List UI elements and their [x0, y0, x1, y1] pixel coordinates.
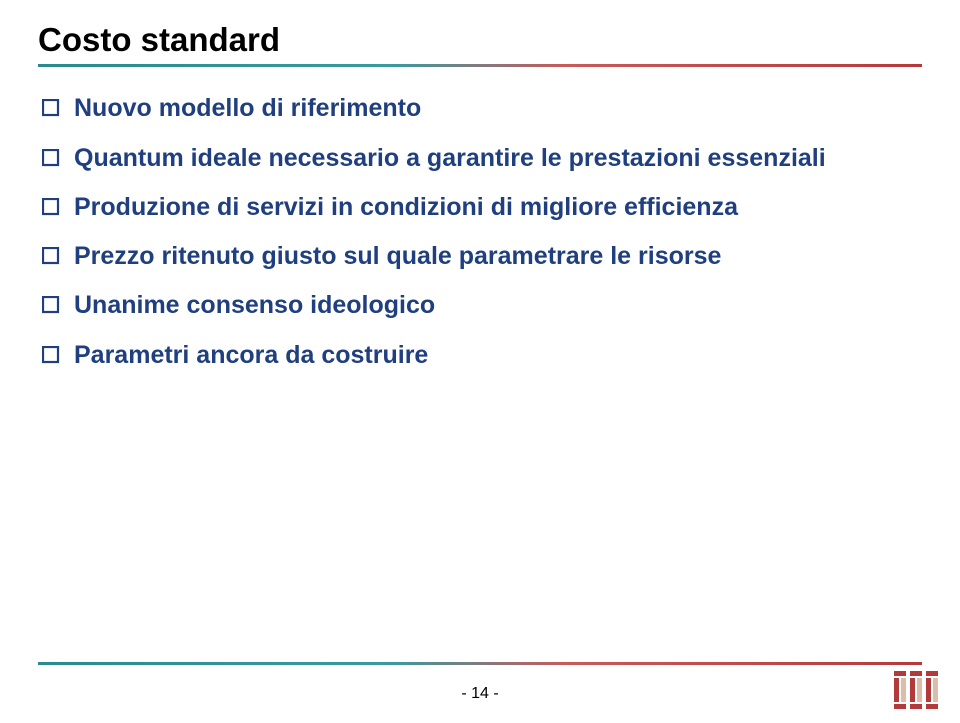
bullet-text: Parametri ancora da costruire — [74, 340, 428, 371]
logo-icon — [894, 671, 938, 709]
bullet-text: Nuovo modello di riferimento — [74, 93, 421, 124]
checkbox-bullet-icon — [42, 149, 60, 167]
list-item: Produzione di servizi in condizioni di m… — [42, 192, 922, 223]
list-item: Quantum ideale necessario a garantire le… — [42, 143, 922, 174]
bullet-text: Produzione di servizi in condizioni di m… — [74, 192, 738, 223]
bullet-list: Nuovo modello di riferimento Quantum ide… — [38, 93, 922, 371]
checkbox-bullet-icon — [42, 247, 60, 265]
title-wrap: Costo standard — [38, 22, 922, 58]
checkbox-bullet-icon — [42, 346, 60, 364]
list-item: Parametri ancora da costruire — [42, 340, 922, 371]
bullet-text: Unanime consenso ideologico — [74, 290, 435, 321]
list-item: Prezzo ritenuto giusto sul quale paramet… — [42, 241, 922, 272]
footer-divider — [38, 662, 922, 665]
page-title: Costo standard — [38, 21, 280, 58]
slide: Costo standard Nuovo modello di riferime… — [0, 0, 960, 723]
list-item: Nuovo modello di riferimento — [42, 93, 922, 124]
checkbox-bullet-icon — [42, 198, 60, 216]
page-number: - 14 - — [0, 685, 960, 703]
checkbox-bullet-icon — [42, 99, 60, 117]
checkbox-bullet-icon — [42, 296, 60, 314]
bullet-text: Prezzo ritenuto giusto sul quale paramet… — [74, 241, 721, 272]
list-item: Unanime consenso ideologico — [42, 290, 922, 321]
title-divider — [38, 64, 922, 67]
bullet-text: Quantum ideale necessario a garantire le… — [74, 143, 826, 174]
